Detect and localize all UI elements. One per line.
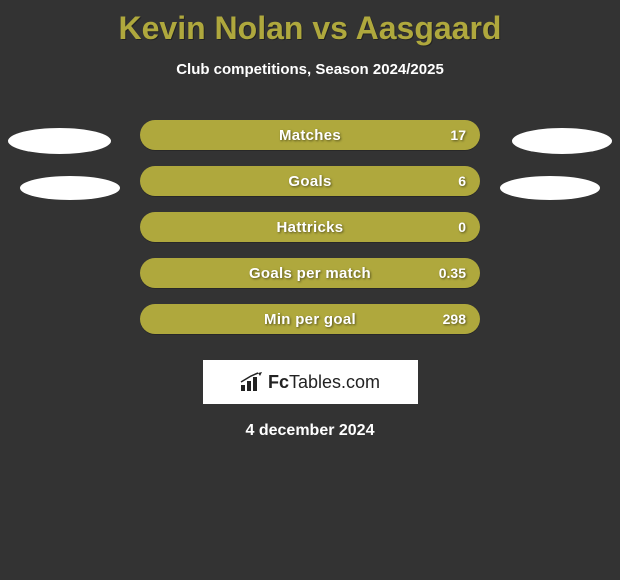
branding-logo[interactable]: FcTables.com <box>203 360 418 404</box>
stats-container: Matches 17 Goals 6 Hattricks 0 Goals per… <box>0 120 620 350</box>
stat-label: Min per goal <box>140 311 480 328</box>
branding-rest: Tables.com <box>289 372 380 392</box>
stat-label: Hattricks <box>140 219 480 236</box>
stat-row: Min per goal 298 <box>0 304 620 350</box>
stat-value: 0 <box>458 219 466 235</box>
date-label: 4 december 2024 <box>0 422 620 440</box>
stat-bar-min-per-goal: Min per goal 298 <box>140 304 480 334</box>
stat-row: Goals per match 0.35 <box>0 258 620 304</box>
stat-bar-goals-per-match: Goals per match 0.35 <box>140 258 480 288</box>
stat-row: Hattricks 0 <box>0 212 620 258</box>
page-title: Kevin Nolan vs Aasgaard <box>0 0 620 47</box>
stat-bar-goals: Goals 6 <box>140 166 480 196</box>
stat-bar-matches: Matches 17 <box>140 120 480 150</box>
stat-row: Goals 6 <box>0 166 620 212</box>
stat-label: Goals per match <box>140 265 480 282</box>
bar-chart-icon <box>240 372 264 392</box>
branding-text: FcTables.com <box>268 372 380 393</box>
stat-row: Matches 17 <box>0 120 620 166</box>
page-subtitle: Club competitions, Season 2024/2025 <box>0 61 620 78</box>
branding-prefix: Fc <box>268 372 289 392</box>
stat-label: Matches <box>140 127 480 144</box>
stat-bar-hattricks: Hattricks 0 <box>140 212 480 242</box>
stat-value: 0.35 <box>439 265 466 281</box>
stat-value: 298 <box>443 311 466 327</box>
stat-label: Goals <box>140 173 480 190</box>
stat-value: 6 <box>458 173 466 189</box>
stat-value: 17 <box>450 127 466 143</box>
